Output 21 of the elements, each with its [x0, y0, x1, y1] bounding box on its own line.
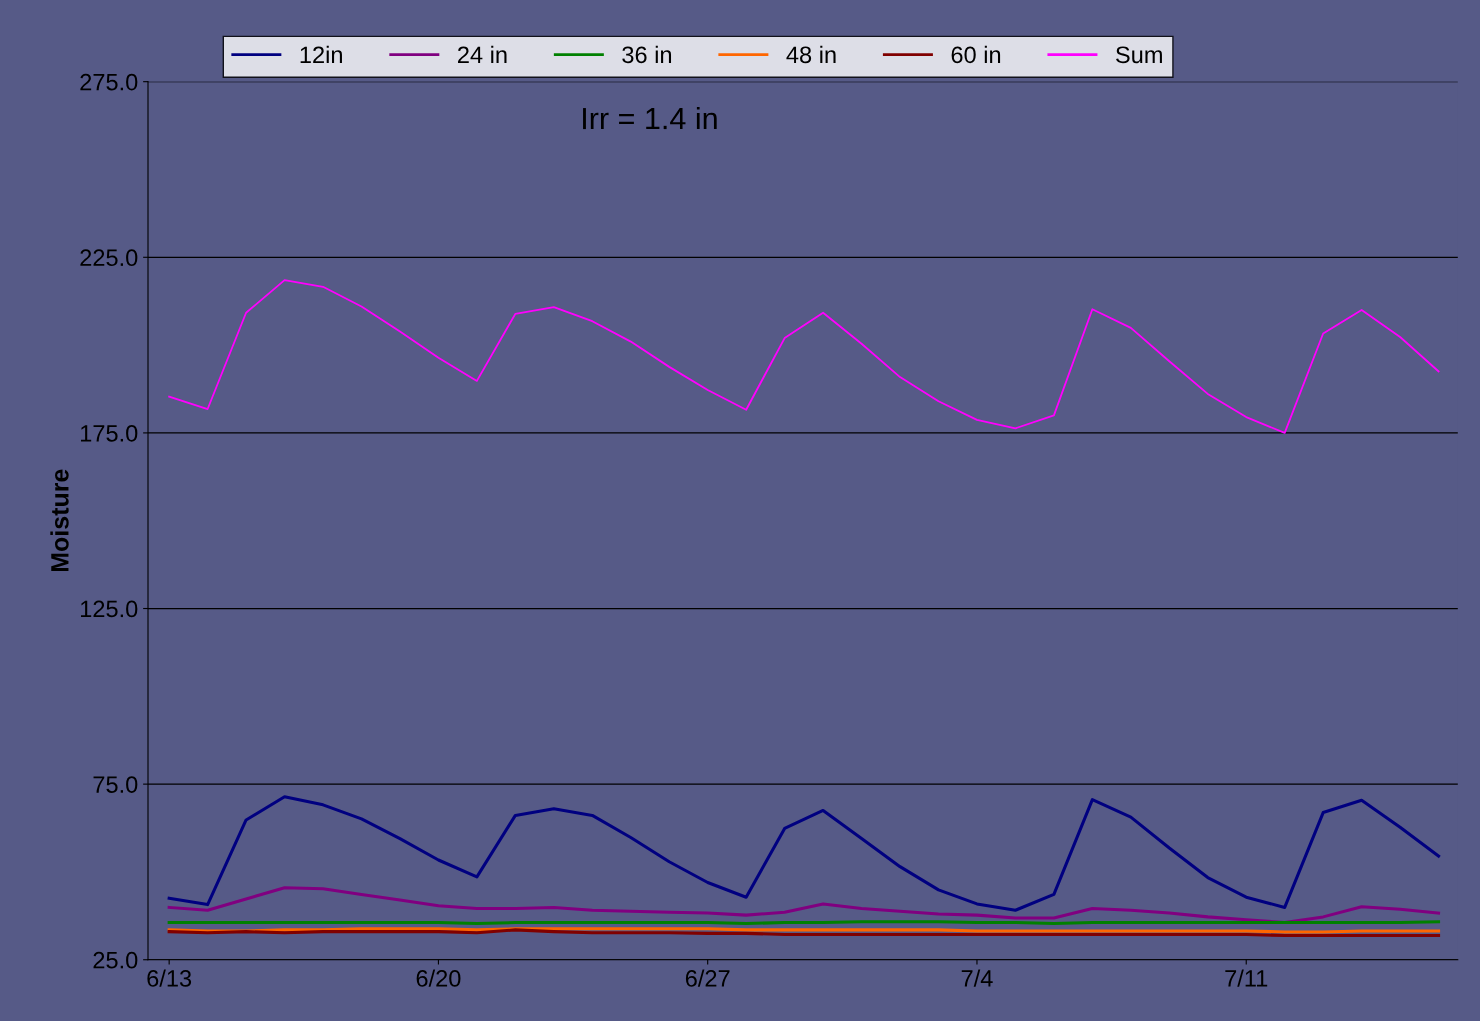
- x-tick-label: 6/13: [147, 969, 192, 987]
- x-tick-label: 7/11: [1225, 969, 1268, 987]
- x-tick-label: 6/27: [685, 969, 730, 987]
- x-tick-label: 7/4: [961, 969, 993, 987]
- annotation: Irr = 1.4 in: [583, 106, 717, 130]
- y-tick-label: 175.0: [81, 424, 138, 442]
- legend-label: 60 in: [951, 45, 1001, 64]
- y-axis-title: Moisture: [50, 469, 69, 572]
- legend-label: 48 in: [786, 45, 836, 64]
- legend-label: Sum: [1116, 46, 1162, 64]
- legend-label: 24 in: [458, 45, 507, 63]
- y-tick-label: 275.0: [80, 73, 138, 91]
- legend-label: 36 in: [622, 45, 672, 64]
- line-series: [167, 795, 1441, 912]
- y-tick-label: 25.0: [93, 951, 138, 969]
- line-series: [168, 279, 1440, 434]
- y-tick-label: 225.0: [80, 249, 138, 267]
- y-tick-label: 75.0: [93, 776, 138, 793]
- y-tick-label: 125.0: [81, 600, 138, 618]
- legend-label: 12in: [300, 45, 342, 63]
- x-tick-label: 6/20: [416, 969, 461, 987]
